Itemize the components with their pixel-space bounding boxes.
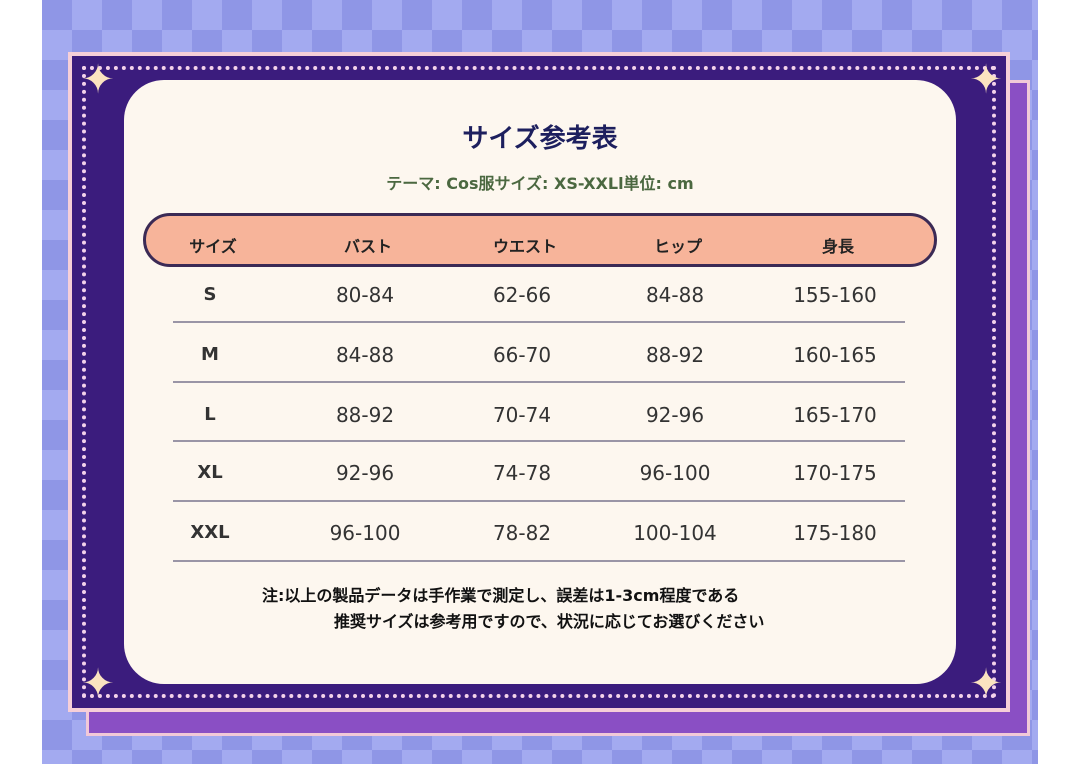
size-label: S (203, 284, 217, 305)
table-cell: 96-100 (639, 461, 711, 485)
size-label: L (204, 404, 216, 425)
column-header: 身長 (821, 237, 854, 256)
table-cell: 92-96 (645, 403, 705, 427)
sparkle-star-icon: ✦ (81, 661, 115, 707)
sparkle-star-icon: ✦ (969, 661, 1003, 707)
column-header: バスト (343, 237, 392, 256)
row-divider (173, 560, 905, 562)
table-cell: 160-165 (793, 343, 877, 367)
table-cell: 92-96 (335, 461, 395, 485)
table-cell: 84-88 (645, 283, 705, 307)
table-cell: 84-88 (335, 343, 395, 367)
dotted-border (82, 66, 996, 698)
column-header: サイズ (189, 237, 237, 256)
table-cell: 70-74 (492, 403, 552, 427)
column-header: ヒップ (653, 237, 702, 256)
table-cell: 100-104 (633, 521, 717, 545)
row-divider (173, 440, 905, 442)
row-divider (173, 500, 905, 502)
table-cell: 66-70 (492, 343, 552, 367)
size-label: M (201, 344, 219, 365)
table-cell: 165-170 (793, 403, 877, 427)
table-cell: 155-160 (793, 283, 877, 307)
note-line: 注:以上の製品データは手作業で測定し、誤差は1-3cm程度である (262, 586, 740, 605)
sparkle-star-icon: ✦ (969, 57, 1003, 103)
table-cell: 88-92 (335, 403, 395, 427)
table-cell: 62-66 (492, 283, 552, 307)
table-cell: 175-180 (793, 521, 877, 545)
table-cell: 96-100 (329, 521, 401, 545)
table-cell: 78-82 (492, 521, 552, 545)
table-cell: 88-92 (645, 343, 705, 367)
note-line: 推奨サイズは参考用ですので、状況に応じてお選びください (334, 612, 765, 631)
page-title: サイズ参考表 (462, 124, 618, 154)
row-divider (173, 321, 905, 323)
size-label: XL (197, 462, 223, 483)
table-cell: 80-84 (335, 283, 395, 307)
sparkle-star-icon: ✦ (81, 57, 115, 103)
table-cell: 74-78 (492, 461, 552, 485)
row-divider (173, 381, 905, 383)
subtitle: テーマ: Cos服サイズ: XS-XXLl単位: cm (386, 174, 694, 193)
size-label: XXL (190, 522, 230, 543)
column-header: ウエスト (492, 237, 557, 256)
table-header: サイズ バスト ウエスト ヒップ 身長 (143, 213, 937, 267)
table-cell: 170-175 (793, 461, 877, 485)
